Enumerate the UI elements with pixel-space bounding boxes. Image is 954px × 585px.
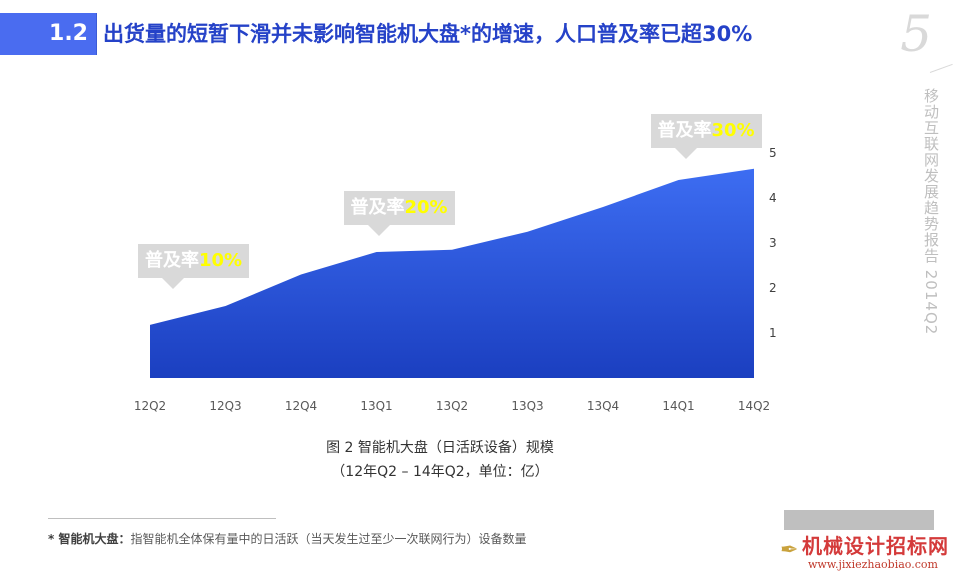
series-area xyxy=(150,168,754,378)
watermark-box xyxy=(784,510,934,530)
chart-caption-title: 图 2 智能机大盘（日活跃设备）规模 xyxy=(326,440,554,456)
x-tick-label: 12Q2 xyxy=(134,399,166,413)
y-tick-label: 3 xyxy=(769,236,777,250)
y-tick-label: 2 xyxy=(769,281,777,295)
callout-label: 普及率 xyxy=(145,250,199,271)
x-tick-label: 13Q3 xyxy=(511,399,543,413)
penetration-callout: 普及率10% xyxy=(138,244,250,289)
watermark-name: 机械设计招标网 xyxy=(802,534,949,558)
penetration-callout: 普及率20% xyxy=(343,191,455,236)
footnote-text: 指智能机全体保有量中的日活跃（当天发生过至少一次联网行为）设备数量 xyxy=(130,532,527,546)
chart-caption-subtitle: （12年Q2 – 14年Q2，单位：亿） xyxy=(331,464,549,480)
callout-value: 20% xyxy=(404,197,448,218)
report-title: 移动互联网发展趋势报告 2014Q2 xyxy=(922,88,940,336)
x-tick-label: 14Q2 xyxy=(738,399,770,413)
x-tick-label: 13Q4 xyxy=(587,399,619,413)
y-tick-label: 4 xyxy=(769,191,777,205)
watermark: ✒ 机械设计招标网 www.jixiezhaobiao.com xyxy=(780,510,948,582)
callout-value: 30% xyxy=(711,120,755,141)
callout-label: 普及率 xyxy=(350,197,405,218)
x-tick-label: 13Q2 xyxy=(436,399,468,413)
x-tick-label: 12Q3 xyxy=(209,399,241,413)
watermark-url: www.jixiezhaobiao.com xyxy=(808,558,938,571)
footnote-term: * 智能机大盘： xyxy=(48,532,131,546)
callout-label: 普及率 xyxy=(657,120,712,141)
x-tick-label: 12Q4 xyxy=(285,399,317,413)
header-title-wrap: 出货量的短暂下滑并未影响智能机大盘*的增速，人口普及率已超30% xyxy=(97,13,878,55)
page-title: 出货量的短暂下滑并未影响智能机大盘*的增速，人口普及率已超30% xyxy=(103,22,753,46)
footnote: * 智能机大盘：指智能机全体保有量中的日活跃（当天发生过至少一次联网行为）设备数… xyxy=(48,530,526,547)
y-tick-label: 1 xyxy=(769,326,777,340)
page-number: 5 xyxy=(900,5,932,63)
x-tick-label: 14Q1 xyxy=(662,399,694,413)
section-number: 1.2 xyxy=(0,13,96,55)
y-tick-label: 5 xyxy=(769,146,777,160)
callout-value: 10% xyxy=(199,250,243,271)
penetration-callout: 普及率30% xyxy=(650,114,762,159)
x-tick-label: 13Q1 xyxy=(360,399,392,413)
watermark-logo-icon: ✒ xyxy=(780,538,799,563)
footnote-divider xyxy=(48,518,276,519)
